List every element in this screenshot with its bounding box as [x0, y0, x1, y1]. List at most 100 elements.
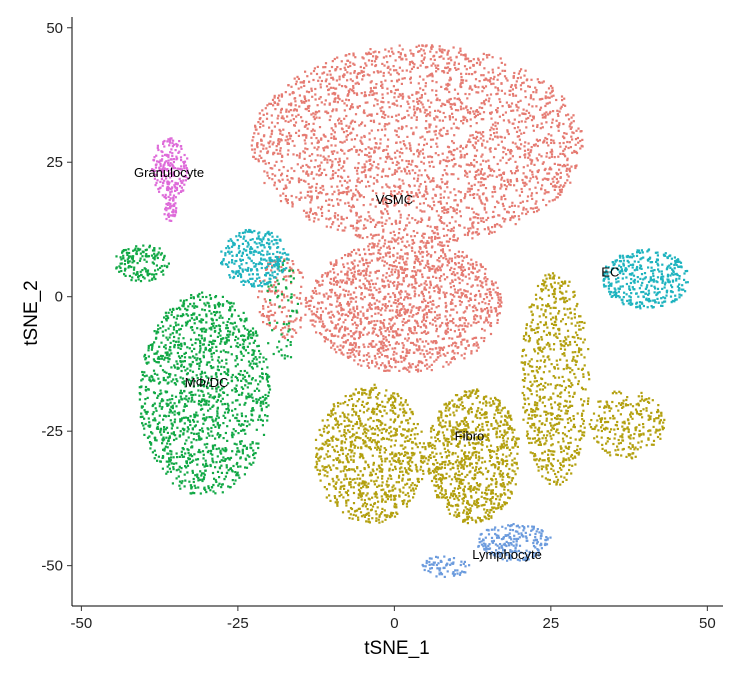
data-point [325, 110, 328, 113]
data-point [548, 156, 551, 159]
data-point [448, 83, 451, 86]
data-point [519, 99, 522, 102]
data-point [368, 342, 371, 345]
data-point [408, 417, 412, 420]
data-point [473, 294, 477, 297]
data-point [406, 368, 409, 372]
data-point [408, 63, 411, 66]
data-point [363, 109, 366, 112]
data-point [269, 140, 272, 143]
data-point [558, 142, 561, 145]
data-point [252, 136, 255, 139]
data-point [345, 216, 348, 219]
data-point [263, 298, 266, 301]
data-point [485, 54, 488, 57]
data-point [515, 189, 518, 192]
data-point [460, 301, 463, 304]
data-point [438, 119, 441, 122]
data-point [387, 240, 390, 243]
data-point [441, 206, 444, 209]
data-point [477, 189, 480, 192]
data-point [441, 134, 444, 137]
data-point [336, 467, 339, 470]
data-point [419, 306, 422, 309]
data-point [374, 98, 377, 101]
data-point [434, 152, 437, 155]
data-point [476, 270, 479, 273]
data-point [315, 72, 319, 76]
data-point [323, 168, 326, 171]
data-point [496, 111, 499, 114]
data-point [303, 139, 306, 142]
data-point [323, 295, 326, 298]
data-point [497, 296, 500, 299]
data-point [467, 267, 471, 270]
data-point [386, 212, 390, 215]
data-point [462, 269, 465, 272]
data-point [359, 452, 362, 456]
data-point [440, 241, 443, 244]
data-point [319, 479, 322, 482]
data-point [474, 298, 477, 301]
data-point [401, 97, 404, 100]
data-point [320, 172, 323, 175]
data-point [416, 370, 420, 373]
data-point [548, 96, 551, 99]
data-point [403, 440, 407, 443]
data-point [360, 482, 364, 485]
data-point [460, 341, 463, 344]
data-point [438, 99, 441, 102]
data-point [460, 343, 463, 346]
data-point [381, 259, 384, 262]
data-point [386, 480, 389, 483]
data-point [489, 129, 492, 132]
data-point [350, 335, 353, 338]
data-point [371, 361, 374, 364]
data-point [299, 191, 302, 194]
data-point [298, 198, 301, 201]
data-point [433, 290, 436, 293]
data-point [405, 58, 408, 61]
data-point [403, 409, 406, 412]
data-point [419, 465, 423, 468]
data-point [452, 238, 455, 242]
data-point [326, 275, 329, 278]
data-point [341, 165, 345, 168]
data-point [377, 500, 380, 503]
data-point [523, 112, 526, 115]
data-point [470, 352, 473, 355]
data-point [403, 499, 406, 502]
data-point [509, 149, 512, 152]
data-point [349, 481, 352, 484]
data-point [412, 65, 415, 69]
data-point [457, 276, 460, 279]
data-point [509, 180, 512, 183]
data-point [476, 217, 479, 220]
data-point [396, 71, 399, 74]
data-point [540, 155, 543, 158]
data-point [326, 471, 329, 474]
data-point [560, 105, 563, 108]
data-point [395, 202, 398, 205]
data-point [475, 321, 478, 325]
data-point [419, 183, 422, 186]
data-point [417, 220, 420, 223]
data-point [399, 213, 402, 216]
data-point [524, 90, 527, 93]
data-point [384, 208, 387, 211]
data-point [485, 283, 488, 286]
data-point [376, 305, 379, 309]
data-point [438, 277, 441, 280]
data-point [359, 219, 362, 222]
data-point [405, 69, 408, 72]
data-point [479, 217, 482, 220]
data-point [453, 352, 456, 355]
data-point [379, 364, 383, 367]
data-point [309, 299, 313, 302]
data-point [353, 265, 356, 268]
data-point [535, 206, 539, 209]
data-point [411, 169, 414, 172]
data-point [361, 257, 364, 260]
data-point [345, 135, 348, 138]
data-point [406, 257, 409, 260]
